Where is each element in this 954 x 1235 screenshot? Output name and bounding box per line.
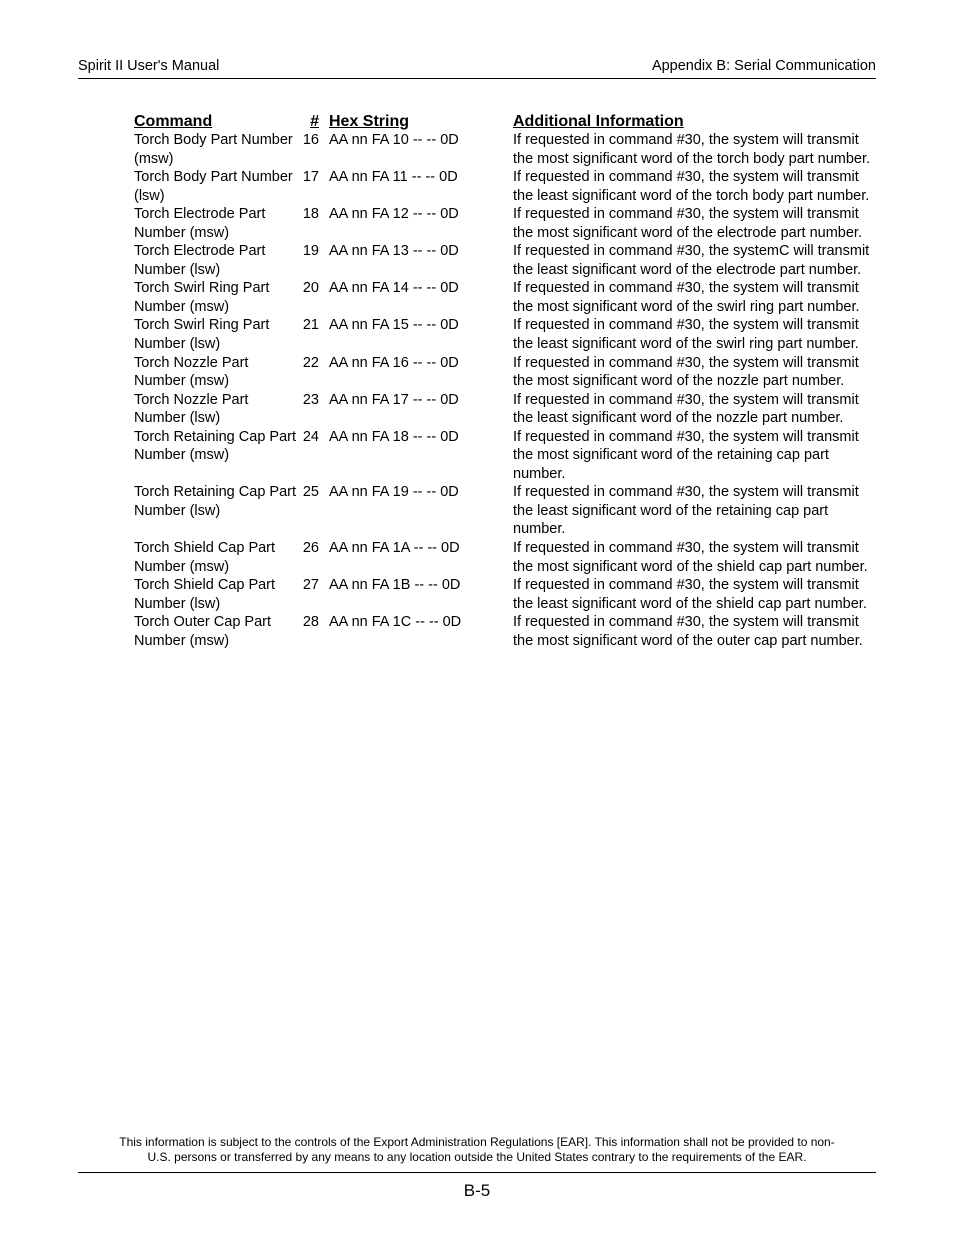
cell-command: Torch Nozzle Part Number (lsw)	[134, 391, 297, 428]
table-row: Torch Electrode Part Number (msw)18AA nn…	[134, 205, 872, 242]
cell-info: If requested in command #30, the system …	[513, 483, 872, 539]
cell-command: Torch Outer Cap Part Number (msw)	[134, 613, 297, 650]
cell-command: Torch Electrode Part Number (msw)	[134, 205, 297, 242]
cell-command: Torch Swirl Ring Part Number (lsw)	[134, 316, 297, 353]
cell-info: If requested in command #30, the system …	[513, 391, 872, 428]
table-row: Torch Swirl Ring Part Number (msw)20AA n…	[134, 279, 872, 316]
cell-hex: AA nn FA 18 -- -- 0D	[329, 428, 513, 484]
cell-info: If requested in command #30, the system …	[513, 279, 872, 316]
cell-number: 27	[297, 576, 329, 613]
page-header: Spirit II User's Manual Appendix B: Seri…	[78, 58, 876, 79]
cell-hex: AA nn FA 1A -- -- 0D	[329, 539, 513, 576]
cell-command: Torch Shield Cap Part Number (msw)	[134, 539, 297, 576]
page-footer: This information is subject to the contr…	[78, 1135, 876, 1201]
cell-hex: AA nn FA 12 -- -- 0D	[329, 205, 513, 242]
cell-command: Torch Nozzle Part Number (msw)	[134, 354, 297, 391]
cell-info: If requested in command #30, the system …	[513, 539, 872, 576]
cell-number: 24	[297, 428, 329, 484]
cell-info: If requested in command #30, the system …	[513, 131, 872, 168]
cell-info: If requested in command #30, the system …	[513, 316, 872, 353]
cell-info: If requested in command #30, the system …	[513, 613, 872, 650]
cell-number: 16	[297, 131, 329, 168]
cell-command: Torch Retaining Cap Part Number (msw)	[134, 428, 297, 484]
cell-command: Torch Body Part Number (msw)	[134, 131, 297, 168]
cell-number: 23	[297, 391, 329, 428]
col-header-command: Command	[134, 113, 297, 131]
cell-command: Torch Body Part Number (lsw)	[134, 168, 297, 205]
col-header-number: #	[297, 113, 329, 131]
cell-hex: AA nn FA 17 -- -- 0D	[329, 391, 513, 428]
export-disclaimer: This information is subject to the contr…	[78, 1135, 876, 1172]
cell-info: If requested in command #30, the system …	[513, 428, 872, 484]
table-row: Torch Body Part Number (lsw)17AA nn FA 1…	[134, 168, 872, 205]
cell-number: 26	[297, 539, 329, 576]
header-right: Appendix B: Serial Communication	[652, 58, 876, 74]
cell-hex: AA nn FA 11 -- -- 0D	[329, 168, 513, 205]
cell-number: 25	[297, 483, 329, 539]
cell-number: 22	[297, 354, 329, 391]
table-row: Torch Retaining Cap Part Number (msw)24A…	[134, 428, 872, 484]
cell-hex: AA nn FA 16 -- -- 0D	[329, 354, 513, 391]
cell-number: 20	[297, 279, 329, 316]
cell-command: Torch Swirl Ring Part Number (msw)	[134, 279, 297, 316]
cell-command: Torch Retaining Cap Part Number (lsw)	[134, 483, 297, 539]
cell-info: If requested in command #30, the system …	[513, 205, 872, 242]
cell-hex: AA nn FA 15 -- -- 0D	[329, 316, 513, 353]
table-row: Torch Nozzle Part Number (lsw)23AA nn FA…	[134, 391, 872, 428]
cell-hex: AA nn FA 14 -- -- 0D	[329, 279, 513, 316]
table-row: Torch Outer Cap Part Number (msw)28AA nn…	[134, 613, 872, 650]
table-row: Torch Shield Cap Part Number (msw)26AA n…	[134, 539, 872, 576]
cell-hex: AA nn FA 1C -- -- 0D	[329, 613, 513, 650]
content-area: Command # Hex String Additional Informat…	[78, 113, 876, 650]
cell-info: If requested in command #30, the system …	[513, 168, 872, 205]
cell-command: Torch Electrode Part Number (lsw)	[134, 242, 297, 279]
cell-number: 28	[297, 613, 329, 650]
cell-command: Torch Shield Cap Part Number (lsw)	[134, 576, 297, 613]
table-row: Torch Swirl Ring Part Number (lsw)21AA n…	[134, 316, 872, 353]
col-header-hex: Hex String	[329, 113, 513, 131]
page-number: B-5	[78, 1181, 876, 1201]
table-row: Torch Shield Cap Part Number (lsw)27AA n…	[134, 576, 872, 613]
cell-number: 21	[297, 316, 329, 353]
cell-hex: AA nn FA 10 -- -- 0D	[329, 131, 513, 168]
table-row: Torch Body Part Number (msw)16AA nn FA 1…	[134, 131, 872, 168]
cell-number: 19	[297, 242, 329, 279]
table-row: Torch Nozzle Part Number (msw)22AA nn FA…	[134, 354, 872, 391]
cell-hex: AA nn FA 13 -- -- 0D	[329, 242, 513, 279]
cell-number: 18	[297, 205, 329, 242]
cell-info: If requested in command #30, the systemC…	[513, 242, 872, 279]
cell-hex: AA nn FA 19 -- -- 0D	[329, 483, 513, 539]
cell-hex: AA nn FA 1B -- -- 0D	[329, 576, 513, 613]
footer-rule	[78, 1172, 876, 1173]
table-row: Torch Retaining Cap Part Number (lsw)25A…	[134, 483, 872, 539]
command-table: Command # Hex String Additional Informat…	[134, 113, 872, 650]
table-row: Torch Electrode Part Number (lsw)19AA nn…	[134, 242, 872, 279]
cell-info: If requested in command #30, the system …	[513, 576, 872, 613]
col-header-info: Additional Information	[513, 113, 872, 131]
header-left: Spirit II User's Manual	[78, 58, 219, 74]
cell-number: 17	[297, 168, 329, 205]
cell-info: If requested in command #30, the system …	[513, 354, 872, 391]
